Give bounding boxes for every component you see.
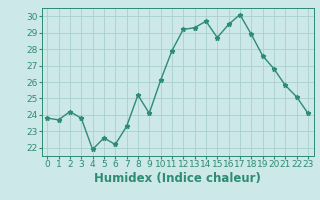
X-axis label: Humidex (Indice chaleur): Humidex (Indice chaleur) bbox=[94, 172, 261, 185]
